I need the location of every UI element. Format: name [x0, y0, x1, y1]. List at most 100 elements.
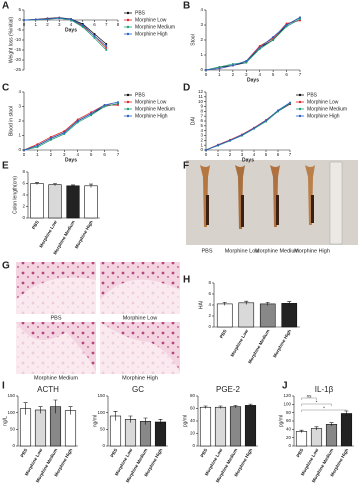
x-tick-label: 6: [285, 72, 288, 77]
x-tick-label: Morphine Low: [38, 219, 58, 248]
legend-label: Morphine Low: [307, 99, 339, 105]
y-tick-label: 4: [200, 128, 203, 133]
y-tick-label: 50: [100, 427, 106, 432]
legend-label: Morphine Medium: [307, 106, 347, 112]
panel-letter: E: [2, 161, 9, 172]
error-bar: [68, 406, 73, 415]
image-label: Morphine High: [122, 375, 158, 381]
y-tick-label: 5: [18, 7, 21, 12]
x-tick-label: 2: [46, 22, 49, 27]
bar: [244, 405, 257, 447]
error-bar: [314, 426, 319, 431]
y-tick-label: 100: [7, 410, 15, 415]
y-tick-label: 20: [190, 431, 196, 436]
point: [253, 127, 255, 130]
x-tick-label: Morphine Medium: [247, 329, 271, 365]
legend-label: PBS: [135, 10, 146, 16]
panel-letter: B: [183, 1, 190, 12]
point: [90, 114, 93, 117]
point: [117, 104, 119, 107]
x-tick-label: 4: [253, 152, 256, 157]
point: [90, 112, 93, 115]
y-tick-label: 8: [200, 109, 203, 114]
point: [231, 64, 234, 67]
panel-letter: J: [282, 381, 288, 392]
point: [58, 17, 61, 19]
x-tick-label: 1: [34, 22, 37, 27]
point: [36, 143, 39, 146]
point: [81, 26, 84, 28]
legend-marker: [126, 11, 130, 15]
chart-title: ACTH: [37, 385, 59, 394]
bar: [124, 419, 137, 447]
point: [245, 61, 248, 64]
x-tick-label: 5: [272, 72, 275, 77]
x-tick-label: Morphine Low: [230, 328, 250, 357]
point: [272, 36, 275, 38]
y-tick-label: 0: [12, 443, 15, 448]
y-tick-label: 2: [200, 138, 203, 143]
point: [205, 149, 207, 151]
x-tick-label: PBS: [31, 220, 40, 231]
x-axis-label: Days: [65, 27, 77, 33]
error-bar: [222, 301, 227, 306]
y-tick-label: 0: [102, 443, 105, 448]
point: [70, 18, 72, 21]
bar: [48, 184, 62, 219]
x-tick-label: Morphine High: [272, 328, 292, 358]
error-bar: [329, 422, 334, 426]
error-bar: [128, 415, 133, 423]
legend-marker: [126, 18, 130, 22]
point: [76, 120, 79, 122]
x-axis-label: Days: [247, 77, 259, 83]
point: [117, 102, 119, 105]
point: [36, 146, 39, 149]
y-tick-label: 8: [208, 280, 211, 285]
significance-label: *: [316, 400, 318, 405]
bar: [84, 185, 98, 219]
bar: [325, 424, 338, 447]
panel-letter: C: [2, 83, 9, 94]
panel-letter: F: [183, 161, 189, 172]
bar: [238, 302, 255, 328]
legend-label: PBS: [135, 92, 146, 98]
point: [285, 25, 288, 28]
y-tick-label: -15: [14, 47, 21, 52]
error-bar: [218, 405, 223, 409]
x-axis-label: Days: [242, 157, 254, 163]
legend-label: Morphine Medium: [135, 24, 175, 30]
y-tick-label: 60: [190, 406, 196, 411]
y-tick-label: 100: [283, 402, 291, 407]
legend-label: Morphine Low: [135, 17, 167, 23]
y-tick-label: 2: [200, 37, 203, 42]
y-tick-label: 3: [200, 22, 203, 27]
bar: [64, 410, 77, 447]
legend-marker: [126, 114, 130, 118]
colon-photo: [186, 160, 358, 245]
point: [23, 19, 25, 21]
y-tick-label: 0: [200, 67, 203, 72]
series-line: [205, 102, 291, 151]
x-tick-label: 0: [205, 72, 208, 77]
y-tick-label: 20: [286, 435, 292, 440]
x-tick-label: 8: [117, 22, 120, 27]
y-tick-label: 0: [208, 324, 211, 329]
point: [299, 18, 301, 20]
legend-label: Morphine Medium: [135, 106, 175, 112]
y-axis-label: Weight loss (%initial): [8, 17, 14, 64]
series-line: [23, 103, 119, 151]
x-tick-label: 5: [265, 152, 268, 157]
point: [93, 33, 96, 35]
point: [285, 24, 288, 26]
y-axis-label: HAI: [198, 301, 204, 309]
point: [299, 16, 301, 19]
point: [258, 46, 261, 49]
y-tick-label: 0: [192, 443, 195, 448]
y-tick-label: 2: [18, 118, 21, 123]
bar: [340, 413, 353, 447]
x-tick-label: 4: [76, 152, 79, 157]
point: [63, 133, 66, 136]
bar: [66, 185, 80, 219]
x-tick-label: 2: [232, 72, 235, 77]
error-bar: [143, 417, 148, 425]
